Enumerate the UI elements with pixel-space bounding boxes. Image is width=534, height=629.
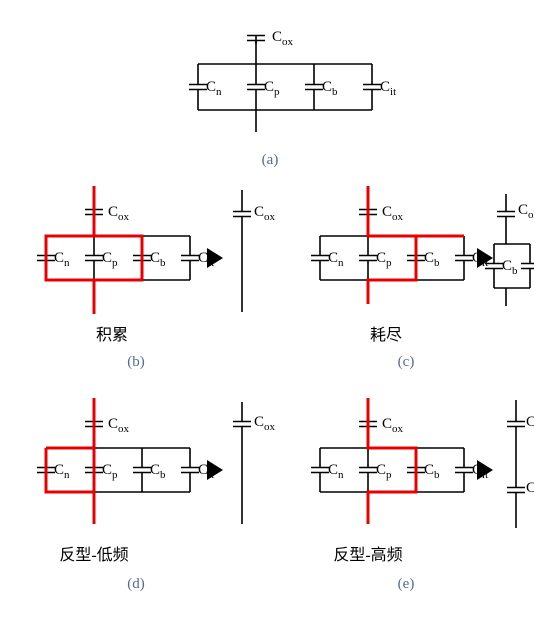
svg-text:(c): (c) (398, 354, 415, 370)
svg-text:(b): (b) (127, 354, 145, 370)
svg-text:耗尽: 耗尽 (370, 326, 402, 344)
svg-text:(d): (d) (127, 576, 145, 592)
svg-text:(a): (a) (262, 152, 279, 168)
svg-text:反型-低频: 反型-低频 (59, 546, 128, 564)
mos-capacitance-equivalent-circuits: CoxCnCpCbCit(a)CoxCnCpCbCitCox积累(b)CoxCn… (8, 8, 534, 621)
svg-text:(e): (e) (398, 576, 415, 592)
svg-text:积累: 积累 (96, 326, 128, 344)
svg-text:反型-高频: 反型-高频 (333, 546, 402, 564)
